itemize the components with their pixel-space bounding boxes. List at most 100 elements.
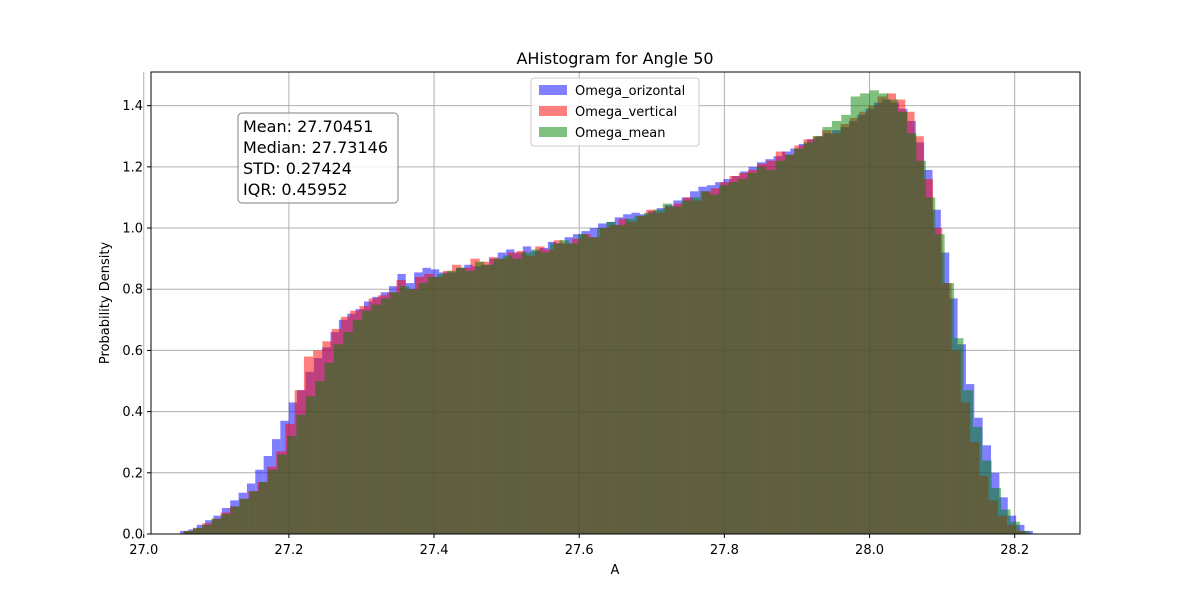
histogram-bar bbox=[578, 234, 588, 534]
histogram-bar bbox=[333, 344, 344, 534]
histogram-bar bbox=[963, 390, 973, 534]
histogram-bar bbox=[878, 93, 889, 534]
histogram-bar bbox=[662, 203, 673, 534]
histogram-bar bbox=[380, 298, 391, 534]
histogram-bar bbox=[775, 160, 785, 535]
y-tick-label: 0.8 bbox=[122, 283, 143, 298]
histogram-bar bbox=[183, 530, 194, 534]
histogram-bar bbox=[831, 120, 842, 534]
histogram-bar bbox=[268, 469, 278, 534]
histogram-bar bbox=[211, 518, 222, 534]
histogram-bar bbox=[427, 276, 438, 534]
series-Omega_mean bbox=[183, 90, 1030, 535]
histogram-bars bbox=[180, 90, 1033, 535]
histogram-bar bbox=[240, 498, 250, 534]
y-tick-label: 0.6 bbox=[122, 344, 143, 359]
histogram-bar bbox=[540, 252, 551, 535]
histogram-bar bbox=[869, 90, 879, 535]
stats-mean: Mean: 27.70451 bbox=[243, 117, 373, 136]
x-tick-label: 27.2 bbox=[274, 543, 303, 558]
histogram-bar bbox=[681, 200, 691, 535]
histogram-bar bbox=[606, 221, 616, 534]
histogram-bar bbox=[1019, 530, 1030, 534]
x-axis-ticks: 27.0 27.2 27.4 27.6 27.8 28.0 28.2 bbox=[129, 534, 1029, 558]
histogram-bar bbox=[258, 481, 269, 534]
histogram-bar bbox=[709, 194, 720, 535]
histogram-bar bbox=[634, 215, 645, 534]
x-tick-label: 27.4 bbox=[420, 543, 449, 558]
histogram-bar bbox=[568, 243, 579, 534]
histogram-bar bbox=[296, 414, 306, 534]
x-tick-label: 28.0 bbox=[855, 543, 884, 558]
histogram-bar bbox=[756, 166, 767, 534]
histogram-bar bbox=[728, 182, 738, 534]
histogram-bar bbox=[512, 258, 522, 534]
x-axis-label: A bbox=[611, 563, 620, 578]
histogram-bar bbox=[672, 206, 682, 535]
histogram-bar bbox=[860, 93, 870, 534]
histogram-bar bbox=[390, 292, 400, 534]
legend-label-orizontal: Omega_orizontal bbox=[575, 84, 685, 99]
histogram-bar bbox=[221, 514, 231, 534]
histogram-bar bbox=[315, 381, 325, 534]
stats-box-frame bbox=[237, 112, 399, 204]
histogram-bar bbox=[850, 96, 861, 535]
legend-label-vertical: Omega_vertical bbox=[575, 105, 677, 120]
histogram-bar bbox=[437, 273, 447, 534]
histogram-bar bbox=[690, 197, 701, 534]
legend-swatch-mean bbox=[539, 127, 567, 137]
histogram-bar bbox=[521, 252, 532, 535]
histogram-bar bbox=[784, 154, 795, 535]
histogram-bar bbox=[493, 258, 504, 534]
histogram-bar bbox=[615, 224, 626, 534]
histogram-bar bbox=[766, 169, 776, 534]
histogram-bar bbox=[550, 243, 560, 534]
histogram-bar bbox=[202, 524, 212, 534]
stats-iqr: IQR: 0.45952 bbox=[243, 180, 348, 199]
x-tick-label: 27.6 bbox=[565, 543, 594, 558]
histogram-bar bbox=[719, 185, 729, 534]
plot-frame bbox=[150, 71, 1081, 535]
y-tick-label: 0.2 bbox=[122, 466, 143, 481]
histogram-bar bbox=[343, 332, 353, 534]
histogram-bar bbox=[362, 310, 372, 534]
y-tick-label: 1.2 bbox=[122, 160, 143, 175]
histogram-bar bbox=[794, 148, 804, 535]
histogram-bar bbox=[813, 136, 823, 535]
stats-median: Median: 27.73146 bbox=[243, 138, 388, 157]
histogram-bar bbox=[653, 209, 663, 534]
histogram-bar bbox=[944, 283, 955, 534]
histogram-bar bbox=[916, 160, 926, 535]
y-tick-label: 1.4 bbox=[122, 99, 143, 114]
histogram-bar bbox=[907, 133, 917, 534]
histogram-bar bbox=[409, 289, 419, 534]
y-tick-label: 0.4 bbox=[122, 405, 143, 420]
histogram-bar bbox=[324, 362, 334, 534]
histogram-bar bbox=[230, 506, 241, 534]
legend-swatch-orizontal bbox=[539, 85, 567, 95]
y-axis-ticks: 0.0 0.2 0.4 0.6 0.8 1.0 1.2 1.4 bbox=[122, 99, 151, 543]
histogram-bar bbox=[305, 396, 316, 534]
histogram-bar bbox=[888, 99, 898, 534]
histogram-bar bbox=[456, 267, 466, 534]
histogram-bar bbox=[484, 264, 494, 534]
histogram-bar bbox=[503, 255, 513, 534]
histogram-bar bbox=[559, 240, 569, 535]
histogram-bar bbox=[954, 338, 964, 534]
histogram-bar bbox=[972, 426, 983, 534]
histogram-bar bbox=[352, 319, 363, 534]
histogram-bar bbox=[474, 261, 485, 534]
histogram-bar bbox=[897, 111, 908, 534]
legend: Omega_orizontal Omega_vertical Omega_mea… bbox=[530, 77, 700, 147]
histogram-bar bbox=[587, 237, 598, 534]
histogram-bar bbox=[287, 436, 297, 534]
histogram-bar bbox=[925, 197, 936, 534]
histogram-bar bbox=[446, 270, 457, 534]
y-axis-label: Probability Density bbox=[98, 242, 113, 365]
x-tick-label: 28.2 bbox=[1000, 543, 1029, 558]
histogram-bar bbox=[822, 127, 832, 534]
histogram-bar bbox=[644, 212, 654, 535]
x-tick-label: 27.8 bbox=[710, 543, 739, 558]
chart-title: AHistogram for Angle 50 bbox=[516, 49, 713, 68]
